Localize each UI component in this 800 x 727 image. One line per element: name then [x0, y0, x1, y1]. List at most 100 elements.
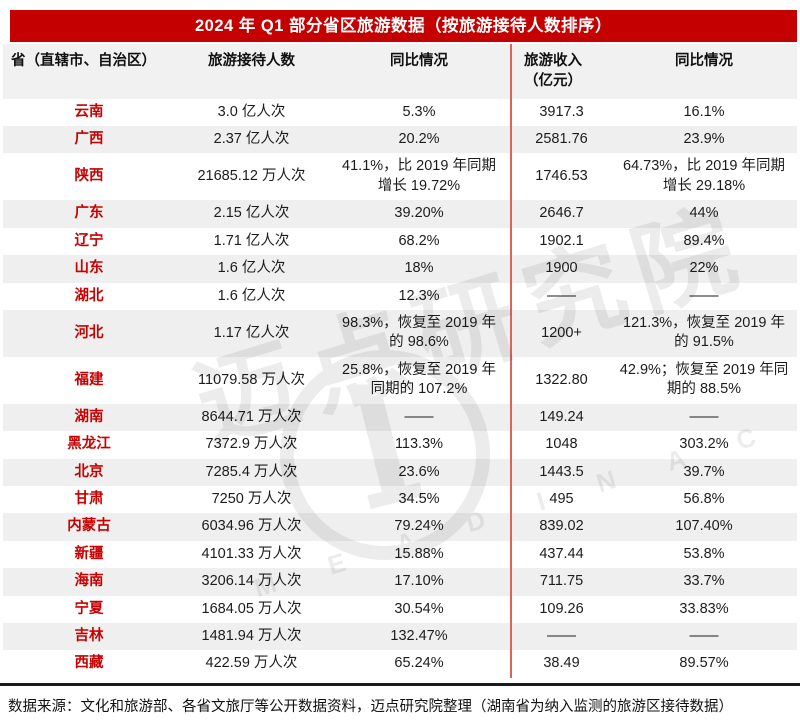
cell-visitors: 1684.05 万人次 [201, 600, 302, 617]
cell-visitors-yoy: 17.10% [394, 573, 444, 590]
cell-revenue-yoy: 53.8% [683, 545, 725, 562]
table-row: 湖南 8644.71 万人次 —— 149.24 —— [3, 403, 797, 432]
cell-revenue-yoy: 303.2% [679, 436, 729, 453]
cell-province: 海南 [74, 573, 104, 590]
cell-visitors: 21685.12 万人次 [197, 168, 306, 185]
cell-province: 广西 [74, 131, 104, 148]
cell-revenue-yoy: —— [689, 408, 719, 425]
table-body: 云南 3.0 亿人次 5.3% 3917.3 16.1% 广西 2.37 亿人次 20.2% 2… [3, 98, 797, 678]
table-row: 河北 1.17 亿人次 98.3%，恢复至 2019 年的 98.6% 1200+ 12… [3, 309, 797, 357]
tourism-data-table: 省（直辖市、自治区） 旅游接待人数 同比情况 旅游收入 （亿元） 同比情况 云南… [3, 44, 797, 678]
table-row: 黑龙江 7372.9 万人次 113.3% 1048 303.2% [3, 431, 797, 459]
cell-revenue: 711.75 [510, 568, 611, 596]
cell-revenue: 1322.80 [510, 356, 611, 404]
cell-province: 河北 [74, 324, 104, 341]
cell-visitors-yoy: 12.3% [398, 287, 440, 304]
report-figure: 2024 年 Q1 部分省区旅游数据（按旅游接待人数排序） 省（直辖市、自治区）… [0, 10, 800, 727]
cell-revenue: —— [510, 623, 611, 651]
table-row: 陕西 21685.12 万人次 41.1%，比 2019 年同期增长 19.72% 1… [3, 153, 797, 201]
data-source-note: 数据来源：文化和旅游部、各省文旅厅等公开数据资料，迈点研究院整理（湖南省为纳入监… [0, 682, 800, 716]
cell-visitors: 6034.96 万人次 [201, 518, 302, 535]
cell-province: 北京 [74, 463, 104, 480]
table-row: 新疆 4101.33 万人次 15.88% 437.44 53.8% [3, 540, 797, 569]
table-row: 云南 3.0 亿人次 5.3% 3917.3 16.1% [3, 98, 797, 127]
table-row: 福建 11079.58 万人次 25.8%，恢复至 2019 年同期的 107.2%… [3, 356, 797, 404]
cell-province: 辽宁 [74, 232, 104, 249]
cell-visitors: 7250 万人次 [211, 490, 292, 507]
cell-revenue: 1900 [510, 255, 611, 283]
cell-visitors-yoy: 113.3% [394, 436, 444, 453]
cell-visitors-yoy: 41.1%，比 2019 年同期增长 19.72% [342, 158, 496, 194]
cell-visitors-yoy: 79.24% [394, 518, 444, 535]
cell-visitors: 1.6 亿人次 [217, 287, 286, 304]
cell-province: 内蒙古 [67, 518, 111, 535]
cell-revenue: 437.44 [510, 540, 611, 569]
cell-revenue-yoy: 44% [689, 205, 719, 222]
cell-visitors-yoy: —— [404, 408, 434, 425]
cell-visitors-yoy: 30.54% [394, 600, 444, 617]
cell-visitors: 7372.9 万人次 [205, 436, 298, 453]
cell-revenue-yoy: 89.57% [679, 655, 729, 672]
cell-visitors-yoy: 20.2% [398, 131, 440, 148]
table-row: 甘肃 7250 万人次 34.5% 495 56.8% [3, 485, 797, 514]
table-row: 广西 2.37 亿人次 20.2% 2581.76 23.9% [3, 126, 797, 154]
cell-visitors-yoy: 34.5% [398, 490, 440, 507]
cell-province: 山东 [74, 260, 104, 277]
cell-revenue-yoy: 107.40% [675, 518, 733, 535]
cell-visitors: 3206.14 万人次 [201, 573, 302, 590]
cell-province: 宁夏 [74, 600, 104, 617]
col-header-revenue: 旅游收入 （亿元） [510, 44, 611, 99]
cell-province: 陕西 [74, 168, 104, 185]
cell-revenue-yoy: 56.8% [683, 490, 725, 507]
cell-visitors-yoy: 23.6% [398, 463, 440, 480]
cell-revenue-yoy: 33.83% [679, 600, 729, 617]
cell-province: 广东 [74, 205, 104, 222]
col-header-revenue-line2: （亿元） [524, 73, 582, 90]
table-row: 西藏 422.59 万人次 65.24% 38.49 89.57% [3, 650, 797, 678]
cell-revenue: 109.26 [510, 595, 611, 624]
cell-province: 福建 [74, 371, 104, 388]
header-row: 省（直辖市、自治区） 旅游接待人数 同比情况 旅游收入 （亿元） 同比情况 [3, 44, 797, 99]
cell-revenue-yoy: 16.1% [683, 103, 725, 120]
cell-visitors: 1481.94 万人次 [201, 628, 302, 645]
cell-province: 吉林 [74, 628, 104, 645]
cell-visitors-yoy: 68.2% [398, 232, 440, 249]
cell-visitors: 422.59 万人次 [205, 655, 298, 672]
cell-revenue: 495 [510, 485, 611, 514]
cell-visitors: 4101.33 万人次 [201, 545, 302, 562]
col-header-province: 省（直辖市、自治区） [3, 44, 175, 99]
cell-visitors: 8644.71 万人次 [201, 408, 302, 425]
cell-revenue: 839.02 [510, 513, 611, 541]
col-header-visitors-yoy: 同比情况 [328, 44, 511, 99]
cell-revenue: 3917.3 [510, 98, 611, 127]
cell-revenue: 1902.1 [510, 227, 611, 256]
cell-visitors-yoy: 5.3% [402, 103, 436, 120]
table-row: 湖北 1.6 亿人次 12.3% —— —— [3, 282, 797, 310]
cell-visitors-yoy: 15.88% [394, 545, 444, 562]
table-row: 北京 7285.4 万人次 23.6% 1443.5 39.7% [3, 458, 797, 486]
cell-revenue-yoy: 64.73%，比 2019 年同期增长 29.18% [623, 158, 785, 194]
cell-province: 黑龙江 [67, 436, 111, 453]
cell-visitors: 2.37 亿人次 [213, 131, 290, 148]
cell-visitors-yoy: 18% [404, 260, 434, 277]
cell-province: 湖南 [74, 408, 104, 425]
cell-revenue: 1048 [510, 431, 611, 459]
cell-visitors-yoy: 65.24% [394, 655, 444, 672]
cell-province: 云南 [74, 103, 104, 120]
cell-revenue-yoy: 23.9% [683, 131, 725, 148]
table-row: 辽宁 1.71 亿人次 68.2% 1902.1 89.4% [3, 227, 797, 256]
cell-revenue: 38.49 [510, 650, 611, 678]
cell-visitors: 11079.58 万人次 [198, 371, 305, 388]
cell-visitors: 7285.4 万人次 [205, 463, 298, 480]
cell-province: 湖北 [74, 287, 104, 304]
col-header-revenue-line1: 旅游收入 [524, 53, 582, 69]
col-header-visitors: 旅游接待人数 [175, 44, 328, 99]
table-row: 海南 3206.14 万人次 17.10% 711.75 33.7% [3, 568, 797, 596]
cell-revenue-yoy: 121.3%，恢复至 2019 年的 91.5% [623, 314, 785, 351]
table-row: 吉林 1481.94 万人次 132.47% —— —— [3, 623, 797, 651]
table-row: 广东 2.15 亿人次 39.20% 2646.7 44% [3, 200, 797, 228]
cell-visitors: 3.0 亿人次 [217, 103, 286, 120]
cell-visitors-yoy: 25.8%，恢复至 2019 年同期的 107.2% [342, 361, 496, 398]
cell-visitors: 1.71 亿人次 [213, 232, 290, 249]
cell-visitors-yoy: 98.3%，恢复至 2019 年的 98.6% [342, 314, 496, 351]
